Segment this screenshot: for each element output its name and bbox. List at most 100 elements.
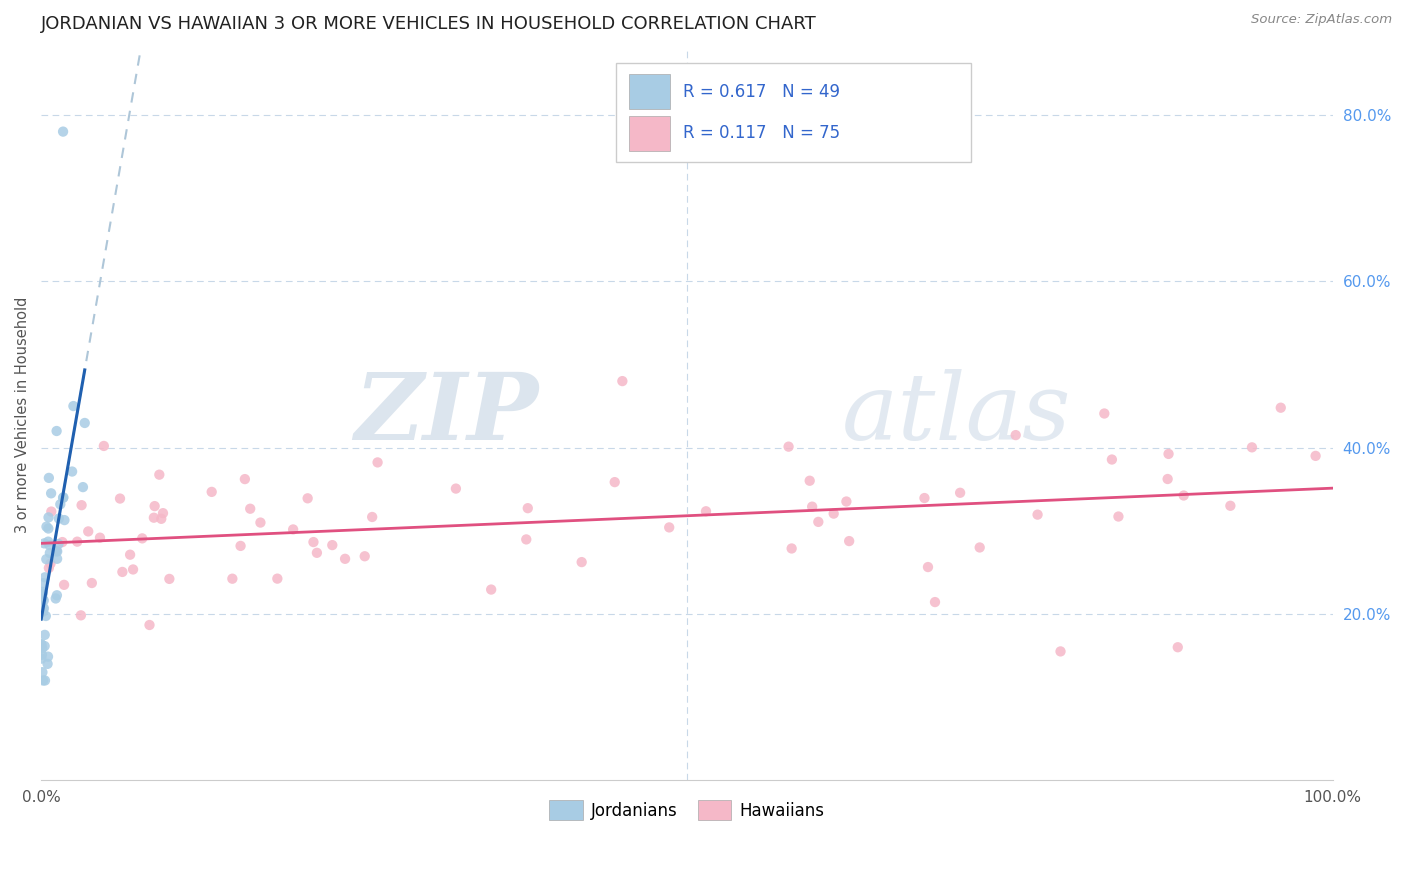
Point	[1004, 428, 1026, 442]
Point	[32, 601, 55, 615]
Point	[31, 586, 53, 600]
Point	[333, 551, 356, 566]
Point	[838, 534, 860, 549]
Point	[302, 535, 325, 549]
Point	[516, 501, 538, 516]
Point	[778, 440, 800, 454]
Point	[32, 576, 55, 591]
Point	[807, 515, 830, 529]
Point	[367, 455, 389, 469]
FancyBboxPatch shape	[616, 63, 972, 161]
Point	[39, 504, 62, 518]
Point	[239, 501, 262, 516]
Point	[37, 649, 59, 664]
Point	[32, 605, 55, 619]
Point	[138, 618, 160, 632]
Point	[1049, 644, 1071, 658]
Point	[35, 552, 58, 566]
Point	[924, 595, 946, 609]
Point	[53, 513, 76, 527]
Point	[131, 532, 153, 546]
Point	[31, 591, 53, 606]
Point	[37, 522, 59, 536]
Point	[35, 609, 58, 624]
Point	[361, 510, 384, 524]
Point	[1026, 508, 1049, 522]
Point	[108, 491, 131, 506]
Point	[148, 467, 170, 482]
Point	[1305, 449, 1327, 463]
Point	[1107, 509, 1129, 524]
Text: atlas: atlas	[842, 369, 1071, 459]
Point	[1219, 499, 1241, 513]
Point	[321, 538, 343, 552]
Point	[1240, 441, 1263, 455]
Point	[31, 665, 53, 680]
Point	[38, 510, 60, 524]
Point	[31, 648, 53, 662]
Point	[1270, 401, 1292, 415]
Point	[150, 512, 173, 526]
Text: R = 0.117   N = 75: R = 0.117 N = 75	[683, 124, 841, 143]
Point	[142, 510, 165, 524]
Point	[233, 472, 256, 486]
Point	[35, 519, 58, 533]
Point	[120, 548, 142, 562]
Text: ZIP: ZIP	[354, 369, 538, 459]
Point	[353, 549, 375, 564]
Point	[152, 506, 174, 520]
Point	[77, 524, 100, 539]
Text: R = 0.617   N = 49: R = 0.617 N = 49	[683, 83, 839, 101]
Point	[799, 474, 821, 488]
Point	[34, 628, 56, 642]
Point	[969, 541, 991, 555]
Point	[266, 572, 288, 586]
Point	[32, 673, 55, 688]
Point	[305, 546, 328, 560]
Point	[695, 504, 717, 518]
Point	[111, 565, 134, 579]
Point	[38, 538, 60, 552]
Point	[30, 651, 52, 665]
Point	[51, 535, 73, 549]
Point	[444, 482, 467, 496]
Point	[658, 520, 681, 534]
Point	[48, 511, 70, 525]
Point	[49, 497, 72, 511]
Point	[89, 531, 111, 545]
Point	[45, 588, 67, 602]
Point	[45, 424, 67, 438]
Point	[39, 557, 62, 571]
Point	[571, 555, 593, 569]
Point	[45, 591, 67, 606]
Point	[914, 491, 936, 505]
Point	[835, 494, 858, 508]
Point	[122, 562, 145, 576]
Point	[229, 539, 252, 553]
Point	[73, 416, 96, 430]
Point	[1167, 640, 1189, 655]
Point	[52, 125, 75, 139]
Point	[66, 534, 89, 549]
Point	[48, 537, 70, 551]
Point	[1173, 489, 1195, 503]
Y-axis label: 3 or more Vehicles in Household: 3 or more Vehicles in Household	[15, 296, 30, 533]
Point	[93, 439, 115, 453]
Point	[221, 572, 243, 586]
Point	[38, 561, 60, 575]
Point	[157, 572, 180, 586]
Point	[32, 536, 55, 550]
Point	[143, 499, 166, 513]
Point	[479, 582, 502, 597]
Point	[249, 516, 271, 530]
Point	[60, 465, 83, 479]
Point	[46, 544, 69, 558]
Point	[801, 500, 824, 514]
Point	[72, 480, 94, 494]
Point	[62, 399, 84, 413]
Point	[80, 576, 103, 591]
Point	[780, 541, 803, 556]
Text: JORDANIAN VS HAWAIIAN 3 OR MORE VEHICLES IN HOUSEHOLD CORRELATION CHART: JORDANIAN VS HAWAIIAN 3 OR MORE VEHICLES…	[41, 15, 817, 33]
Point	[34, 639, 56, 653]
Point	[45, 544, 67, 558]
